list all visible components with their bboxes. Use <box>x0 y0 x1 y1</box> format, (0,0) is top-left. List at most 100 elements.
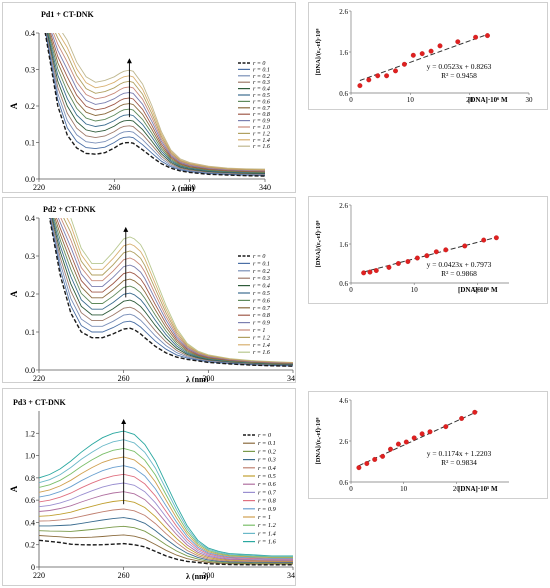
series-line-r0.6 <box>53 218 293 365</box>
data-point <box>443 247 449 253</box>
x-tick-label: 10 <box>407 96 415 104</box>
legend-label: r = 0 <box>253 254 265 260</box>
trend-arrow-head <box>121 419 127 425</box>
series-line-r0.7 <box>39 482 293 561</box>
series-line-r0.8 <box>39 473 293 560</box>
x-tick-label: 220 <box>33 571 45 580</box>
x-tick-label: 260 <box>118 374 130 382</box>
chart-title: Pd3 + CT-DNK <box>13 398 66 407</box>
y-tick-label: 2.6 <box>339 438 348 446</box>
data-point <box>493 235 499 241</box>
legend-label: r = 1.6 <box>253 350 270 356</box>
legend-label: r = 1.2 <box>253 335 270 341</box>
y-axis-label: A <box>9 290 19 297</box>
x-tick-label: 0 <box>349 96 353 104</box>
y-tick-label: 0.8 <box>25 474 35 483</box>
x-tick-label: 300 <box>184 183 196 192</box>
legend-label: r = 1.2 <box>253 131 270 137</box>
data-point <box>364 461 370 466</box>
legend-label: r = 0.9 <box>253 119 270 125</box>
y-tick-label: 0.2 <box>25 290 35 299</box>
series-line-r0.2 <box>45 33 265 176</box>
legend-label: r = 0.6 <box>253 298 270 304</box>
y-tick-label: 0.2 <box>25 541 35 550</box>
legend-label: r = 1.2 <box>258 522 277 529</box>
y-tick-label: 0.4 <box>25 29 35 38</box>
legend-label: r = 0.1 <box>253 67 270 73</box>
legend-label: r = 1.0 <box>253 125 270 131</box>
data-point <box>427 429 433 435</box>
legend-label: r = 0.7 <box>253 106 271 112</box>
data-point <box>395 441 401 447</box>
trend-arrow-head <box>126 58 132 64</box>
legend-label: r = 1.6 <box>258 539 277 546</box>
data-point <box>481 237 487 243</box>
legend-label: r = 1 <box>253 328 265 334</box>
series-line-r0.2 <box>50 218 293 367</box>
legend-label: r = 0.5 <box>253 93 270 99</box>
data-point <box>367 269 373 275</box>
fit-equation: y = 0.0423x + 0.7973 <box>427 260 492 269</box>
y-tick-label: 0.1 <box>25 139 35 148</box>
y-tick-label: 2.6 <box>339 202 348 210</box>
fit-line <box>363 236 497 273</box>
x-axis-label: [DNA]·10⁵ M <box>458 485 498 493</box>
data-point <box>372 456 378 462</box>
x-tick-label: 300 <box>202 374 214 382</box>
y-tick-label: 0.0 <box>25 175 35 184</box>
fit-equation: y = 0.0523x + 0.8263 <box>427 62 492 71</box>
x-tick-label: 220 <box>33 183 45 192</box>
data-point <box>405 259 411 265</box>
series-line-r1.2 <box>39 447 293 558</box>
legend-label: r = 0.7 <box>253 306 271 312</box>
series-group <box>39 430 293 566</box>
y-tick-label: 1.0 <box>25 452 35 461</box>
legend-label: r = 0 <box>258 432 272 439</box>
legend-label: r = 0.2 <box>253 74 270 80</box>
legend-label: r = 1 <box>258 514 271 521</box>
x-tick-label: 10 <box>411 286 419 294</box>
legend-label: r = 0.5 <box>258 473 276 480</box>
y-tick-label: 0.0 <box>25 366 35 375</box>
y-tick-label: 0.4 <box>25 518 35 527</box>
legend-label: r = 1.4 <box>253 342 270 349</box>
legend-label: r = 1.6 <box>253 144 270 150</box>
legend-label: r = 0 <box>253 61 265 67</box>
series-line-r1.6 <box>70 218 293 363</box>
fit-equation: y = 0.1174x + 1.2203 <box>427 449 492 458</box>
y-axis-label: [DNA]/(εₐ-εf)·10⁸ <box>315 220 322 267</box>
legend-label: r = 0.9 <box>253 321 270 327</box>
legend-label: r = 0.3 <box>253 276 270 282</box>
legend-label: r = 0.4 <box>253 86 270 93</box>
legend-label: r = 0.3 <box>258 457 276 464</box>
y-tick-label: 0.6 <box>339 479 348 487</box>
legend-label: r = 1.4 <box>253 137 270 144</box>
legend-label: r = 0.2 <box>253 269 270 275</box>
series-line-r0.4 <box>46 33 265 175</box>
data-point <box>357 83 363 89</box>
pd2-spectra-panel: 0.0 0.1 0.2 0.3 0.4 220 260 300 340 Pd2 + CT-DNK λ… <box>2 197 296 383</box>
y-axis-label: A <box>9 485 19 492</box>
x-tick-label: 20 <box>474 286 482 294</box>
series-line-r0.5 <box>52 218 293 366</box>
pd1-spectra-panel: 0.0 0.1 0.2 0.3 0.4 220 260 300 340 Pd1 + CT-DNK λ… <box>2 2 296 193</box>
data-point <box>473 34 479 40</box>
y-axis-label: [DNA]/(εₐ-εf)·10⁸ <box>315 417 322 464</box>
x-tick-label: 30 <box>526 96 534 104</box>
data-point <box>411 435 417 441</box>
y-tick-label: 1.6 <box>339 241 348 249</box>
y-tick-label: 0.3 <box>25 252 35 261</box>
legend-label: r = 0.2 <box>258 448 277 455</box>
y-tick-label: 0.2 <box>25 102 35 111</box>
series-group <box>48 218 293 367</box>
legend-label: r = 0.3 <box>253 80 270 86</box>
legend-label: r = 0.7 <box>258 489 277 496</box>
pd3-spectra-panel: 0 0.2 0.4 0.6 0.8 1.0 1.2 220 260 300 340 Pd3 + CT-… <box>2 388 296 586</box>
series-line-r0.3 <box>46 33 265 175</box>
series-line-r1 <box>39 456 293 559</box>
series-line-r0.2 <box>39 525 293 564</box>
legend-label: r = 0.8 <box>253 313 270 319</box>
data-point <box>393 68 398 74</box>
x-tick-label: 300 <box>202 571 214 580</box>
x-tick-label: 340 <box>287 374 295 382</box>
